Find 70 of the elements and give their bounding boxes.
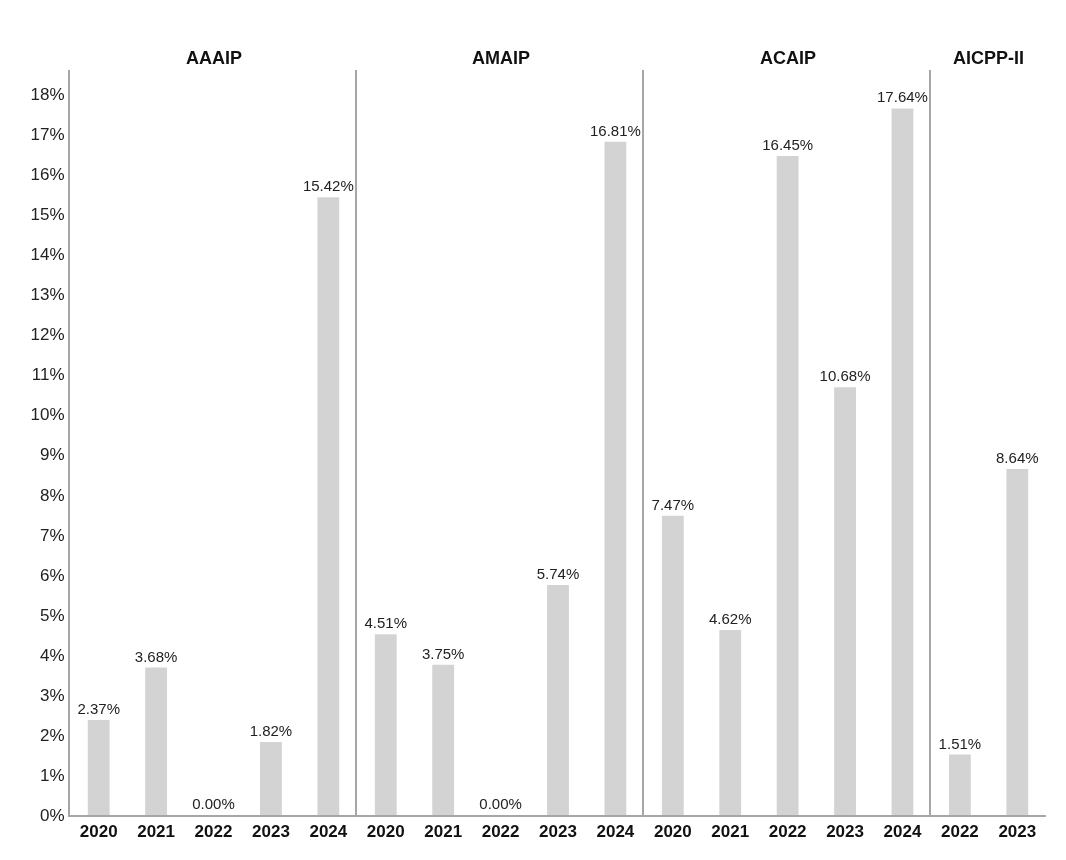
bar: [661, 515, 684, 815]
x-tick-label: 2023: [539, 822, 577, 842]
bar: [145, 667, 168, 815]
x-tick-label: 2021: [137, 822, 176, 842]
chart-title: ACAIP: [760, 48, 817, 68]
y-tick-label: 6%: [40, 565, 65, 585]
data-label: 3.68%: [134, 647, 178, 665]
y-tick-label: 1%: [40, 765, 65, 785]
y-tick-label: 18%: [30, 84, 65, 104]
y-tick-label: 14%: [30, 245, 65, 265]
chart-title: AMAIP: [472, 48, 530, 68]
y-tick-label: 12%: [30, 325, 65, 345]
data-label: 2.37%: [77, 700, 120, 718]
y-tick-label: 5%: [40, 605, 65, 625]
bar: [317, 197, 340, 815]
x-tick-label: 2023: [826, 822, 864, 842]
data-label: 10.68%: [819, 367, 871, 385]
x-tick-label: 2022: [768, 822, 807, 842]
bar: [891, 108, 914, 815]
data-label: 8.64%: [996, 448, 1039, 466]
x-tick-label: 2021: [424, 822, 463, 842]
data-label: 1.51%: [938, 734, 982, 752]
data-label: 0.00%: [192, 795, 235, 812]
data-label: 1.82%: [249, 722, 293, 740]
chart-title: AICPP-II: [953, 48, 1025, 68]
y-tick-label: 9%: [40, 445, 65, 465]
data-label: 16.81%: [589, 121, 641, 139]
data-label: 5.74%: [536, 565, 580, 583]
y-tick-label: 2%: [40, 725, 65, 745]
data-label: 15.42%: [302, 177, 354, 195]
x-tick-label: 2022: [940, 822, 979, 842]
y-tick-label: 15%: [30, 205, 65, 225]
y-tick-label: 4%: [40, 645, 65, 665]
bar: [260, 742, 282, 815]
data-label: 4.62%: [708, 609, 752, 627]
y-tick-label: 3%: [40, 685, 65, 705]
data-label: 17.64%: [877, 88, 928, 106]
bar: [432, 664, 455, 815]
y-tick-label: 8%: [40, 485, 65, 505]
x-tick-label: 2021: [711, 822, 750, 842]
chart-title: AAAIP: [186, 48, 243, 68]
data-label: 0.00%: [479, 795, 522, 812]
bar: [374, 634, 397, 815]
data-label: 4.51%: [364, 614, 408, 632]
x-tick-label: 2022: [481, 822, 520, 842]
bar: [87, 720, 110, 815]
data-label: 7.47%: [651, 495, 695, 513]
data-label: 3.75%: [421, 644, 465, 662]
bar: [719, 629, 742, 815]
y-tick-label: 16%: [30, 165, 65, 185]
y-tick-label: 13%: [30, 285, 65, 305]
x-tick-label: 2023: [252, 822, 290, 842]
y-tick-label: 11%: [31, 365, 65, 385]
y-tick-label: 17%: [30, 125, 65, 145]
bar: [776, 156, 799, 815]
bar: [547, 585, 569, 815]
x-tick-label: 2023: [998, 822, 1037, 842]
data-label: 16.45%: [762, 136, 814, 154]
x-tick-label: 2022: [194, 822, 233, 842]
bar: [604, 141, 627, 815]
x-tick-label: 2020: [653, 822, 692, 842]
x-tick-label: 2020: [79, 822, 118, 842]
x-tick-label: 2024: [596, 822, 635, 842]
y-tick-label: 0%: [40, 805, 65, 825]
y-tick-label: 7%: [40, 525, 65, 545]
bar: [834, 387, 856, 815]
x-tick-label: 2020: [366, 822, 405, 842]
x-tick-label: 2024: [309, 822, 348, 842]
x-tick-label: 2024: [883, 822, 922, 842]
y-tick-label: 10%: [30, 405, 65, 425]
